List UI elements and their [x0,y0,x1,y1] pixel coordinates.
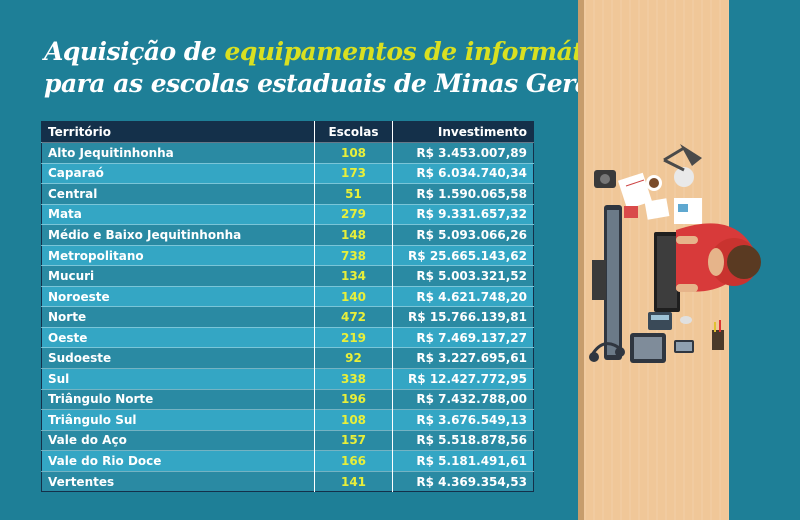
schools-cell: 141 [314,470,393,492]
schools-cell: 92 [314,347,393,369]
investment-cell: R$ 5.181.491,61 [392,450,534,472]
investment-cell: R$ 5.518.878,56 [392,429,534,451]
table-row: Metropolitano 738 R$ 25.665.143,62 [41,244,534,266]
investment-cell: R$ 3.453.007,89 [392,142,534,164]
title-line-2: para as escolas estaduais de Minas Gerai… [44,69,614,98]
schools-cell: 219 [314,326,393,348]
table-row: Triângulo Norte 196 R$ 7.432.788,00 [41,388,534,410]
keyboard-icon [654,232,680,312]
table-header-row: Território Escolas Investimento [41,121,534,143]
territory-cell: Alto Jequitinhonha [41,142,315,164]
pen-holder-icon [712,320,724,350]
schools-cell: 196 [314,388,393,410]
investment-cell: R$ 6.034.740,34 [392,162,534,184]
table-row: Norte 472 R$ 15.766.139,81 [41,306,534,328]
schools-cell: 108 [314,409,393,431]
table-row: Caparaó 173 R$ 6.034.740,34 [41,162,534,184]
schools-cell: 134 [314,265,393,287]
calculator-icon [648,312,672,330]
table-row: Vertentes 141 R$ 4.369.354,53 [41,470,534,492]
table-row: Central 51 R$ 1.590.065,58 [41,183,534,205]
investment-cell: R$ 25.665.143,62 [392,244,534,266]
schools-cell: 472 [314,306,393,328]
schools-cell: 738 [314,244,393,266]
territory-cell: Noroeste [41,285,315,307]
territory-cell: Mata [41,203,315,225]
investment-cell: R$ 7.469.137,27 [392,326,534,348]
territory-cell: Oeste [41,326,315,348]
camera-icon [594,170,616,188]
investment-cell: R$ 3.676.549,13 [392,409,534,431]
schools-cell: 140 [314,285,393,307]
notepad-icon [618,172,652,210]
investment-cell: R$ 1.590.065,58 [392,183,534,205]
investment-cell: R$ 5.003.321,52 [392,265,534,287]
table-row: Médio e Baixo Jequitinhonha 148 R$ 5.093.0… [41,224,534,246]
desk-edge [578,0,584,520]
column-header-schools: Escolas [314,121,393,143]
title-line-1: Aquisição de equipamentos de informática [44,36,623,68]
investment-cell: R$ 3.227.695,61 [392,347,534,369]
territory-cell: Médio e Baixo Jequitinhonha [41,224,315,246]
schools-cell: 338 [314,368,393,390]
schools-cell: 173 [314,162,393,184]
territory-cell: Central [41,183,315,205]
table-row: Vale do Rio Doce 166 R$ 5.181.491,61 [41,450,534,472]
documents-icon [624,198,702,224]
phone-icon [674,340,694,353]
headphones-icon [589,342,625,362]
table-row: Sul 338 R$ 12.427.772,95 [41,368,534,390]
territory-cell: Caparaó [41,162,315,184]
schools-cell: 157 [314,429,393,451]
schools-cell: 51 [314,183,393,205]
schools-cell: 148 [314,224,393,246]
column-header-investment: Investimento [392,121,534,143]
column-header-territory: Território [41,121,315,143]
monitor-icon [592,205,622,360]
table-row: Oeste 219 R$ 7.469.137,27 [41,326,534,348]
territory-cell: Triângulo Norte [41,388,315,410]
territory-cell: Vertentes [41,470,315,492]
territory-cell: Sul [41,368,315,390]
schools-cell: 279 [314,203,393,225]
territory-cell: Vale do Rio Doce [41,450,315,472]
table-row: Mucuri 134 R$ 5.003.321,52 [41,265,534,287]
territory-cell: Norte [41,306,315,328]
investment-table: Território Escolas Investimento Alto Jeq… [41,121,534,493]
territory-cell: Triângulo Sul [41,409,315,431]
schools-cell: 108 [314,142,393,164]
table-row: Sudoeste 92 R$ 3.227.695,61 [41,347,534,369]
investment-cell: R$ 12.427.772,95 [392,368,534,390]
territory-cell: Sudoeste [41,347,315,369]
table-row: Noroeste 140 R$ 4.621.748,20 [41,285,534,307]
territory-cell: Vale do Aço [41,429,315,451]
investment-cell: R$ 9.331.657,32 [392,203,534,225]
table-row: Alto Jequitinhonha 108 R$ 3.453.007,89 [41,142,534,164]
tablet-icon [630,333,666,363]
title-highlight: equipamentos de informática [224,37,624,66]
territory-cell: Mucuri [41,265,315,287]
table-row: Mata 279 R$ 9.331.657,32 [41,203,534,225]
investment-cell: R$ 5.093.066,26 [392,224,534,246]
table-row: Triângulo Sul 108 R$ 3.676.549,13 [41,409,534,431]
person-icon [676,223,761,292]
workspace-illustration [589,144,761,363]
mouse-icon [680,316,692,324]
investment-cell: R$ 4.621.748,20 [392,285,534,307]
table-row: Vale do Aço 157 R$ 5.518.878,56 [41,429,534,451]
title-text: Aquisição de [44,37,225,66]
investment-cell: R$ 7.432.788,00 [392,388,534,410]
page-title: Aquisição de equipamentos de informática… [44,36,623,100]
territory-cell: Metropolitano [41,244,315,266]
investment-cell: R$ 4.369.354,53 [392,470,534,492]
schools-cell: 166 [314,450,393,472]
desk-lamp-icon [663,144,702,187]
investment-cell: R$ 15.766.139,81 [392,306,534,328]
